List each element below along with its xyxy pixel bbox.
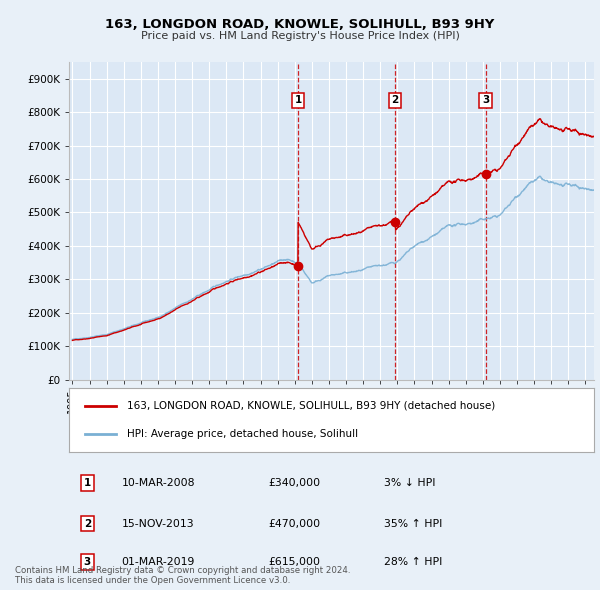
Text: 15-NOV-2013: 15-NOV-2013 — [121, 519, 194, 529]
Text: 2: 2 — [84, 519, 91, 529]
Text: 163, LONGDON ROAD, KNOWLE, SOLIHULL, B93 9HY: 163, LONGDON ROAD, KNOWLE, SOLIHULL, B93… — [106, 18, 494, 31]
Text: 163, LONGDON ROAD, KNOWLE, SOLIHULL, B93 9HY (detached house): 163, LONGDON ROAD, KNOWLE, SOLIHULL, B93… — [127, 401, 495, 411]
Text: 3: 3 — [482, 96, 489, 106]
Text: £615,000: £615,000 — [269, 556, 320, 566]
Text: 35% ↑ HPI: 35% ↑ HPI — [384, 519, 442, 529]
Text: HPI: Average price, detached house, Solihull: HPI: Average price, detached house, Soli… — [127, 429, 358, 439]
Text: 1: 1 — [295, 96, 302, 106]
Text: Contains HM Land Registry data © Crown copyright and database right 2024.
This d: Contains HM Land Registry data © Crown c… — [15, 566, 350, 585]
Text: £470,000: £470,000 — [269, 519, 320, 529]
Text: Price paid vs. HM Land Registry's House Price Index (HPI): Price paid vs. HM Land Registry's House … — [140, 31, 460, 41]
Text: 2: 2 — [391, 96, 399, 106]
Text: 1: 1 — [84, 478, 91, 488]
Text: £340,000: £340,000 — [269, 478, 320, 488]
Text: 3% ↓ HPI: 3% ↓ HPI — [384, 478, 436, 488]
Text: 3: 3 — [84, 556, 91, 566]
Text: 28% ↑ HPI: 28% ↑ HPI — [384, 556, 442, 566]
Text: 10-MAR-2008: 10-MAR-2008 — [121, 478, 195, 488]
Text: 01-MAR-2019: 01-MAR-2019 — [121, 556, 195, 566]
